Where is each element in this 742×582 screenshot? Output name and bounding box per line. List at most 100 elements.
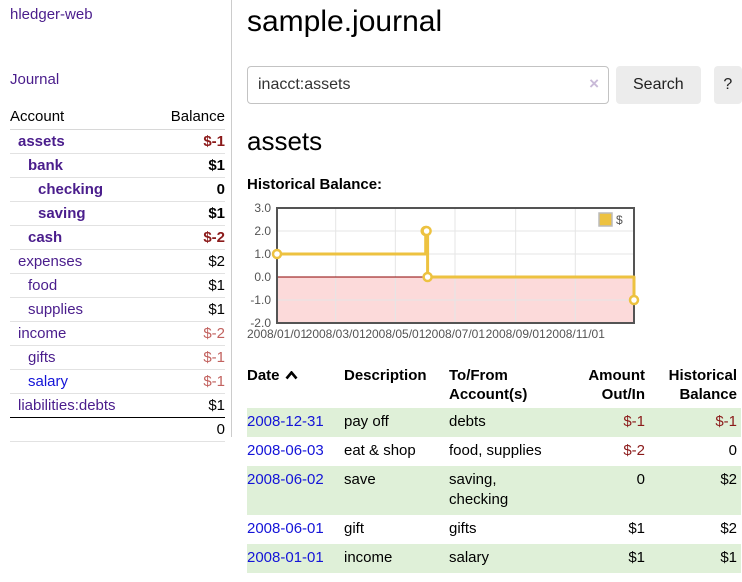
transaction-accounts: saving, checking bbox=[449, 471, 509, 508]
account-row: bank $1 bbox=[10, 153, 225, 178]
accounts-header-row: Account Balance bbox=[10, 105, 225, 130]
search-box: × bbox=[247, 66, 609, 104]
account-link[interactable]: income bbox=[18, 325, 67, 342]
account-link[interactable]: food bbox=[28, 277, 58, 294]
clear-search-icon[interactable]: × bbox=[589, 74, 599, 93]
transaction-accounts: food, supplies bbox=[449, 442, 542, 459]
account-link[interactable]: cash bbox=[28, 229, 63, 246]
account-balance: 0 bbox=[152, 177, 225, 202]
y-axis-tick-label: -1.0 bbox=[250, 293, 271, 307]
transaction-accounts: salary bbox=[449, 549, 490, 566]
transaction-description: gift bbox=[344, 520, 365, 537]
accounts-header-balance: Balance bbox=[152, 105, 225, 130]
account-balance: $1 bbox=[152, 201, 225, 226]
balance-chart: 3.0 2.0 1.0 0.0 -1.0 -2.02008/01/012008/03/01… bbox=[247, 201, 640, 341]
transaction-date-link[interactable]: 2008-06-01 bbox=[247, 520, 324, 537]
help-button[interactable]: ? bbox=[713, 66, 742, 104]
transaction-balance: $-1 bbox=[715, 413, 737, 430]
account-balance: $-2 bbox=[152, 225, 225, 250]
transaction-accounts: debts bbox=[449, 413, 486, 430]
account-row: saving $1 bbox=[10, 201, 225, 226]
transaction-amount: 0 bbox=[636, 471, 645, 488]
accounts-header-account: Account bbox=[10, 105, 153, 130]
account-row: income $-2 bbox=[10, 321, 225, 346]
data-point-marker bbox=[271, 248, 283, 260]
account-heading: assets bbox=[247, 126, 323, 156]
accounts-table: Account Balance assets $-1 bank $1 checking 0… bbox=[10, 105, 225, 442]
account-balance: $-1 bbox=[152, 129, 225, 154]
nav-journal-link[interactable]: Journal bbox=[10, 71, 60, 88]
transaction-balance: $2 bbox=[720, 471, 737, 488]
transaction-amount: $-2 bbox=[623, 442, 645, 459]
account-link[interactable]: saving bbox=[38, 205, 86, 222]
accounts-table-body: assets $-1 bank $1 checking 0 saving $1 cash $-2 e… bbox=[10, 129, 225, 418]
register-row: 2008-06-03 eat & shop food, supplies $-2 0 bbox=[247, 437, 741, 466]
account-link[interactable]: bank bbox=[28, 157, 64, 174]
account-link[interactable]: liabilities:debts bbox=[18, 397, 116, 414]
transaction-amount: $1 bbox=[628, 549, 645, 566]
register-header-row: Date Description To/From Account(s) Amou… bbox=[247, 364, 741, 408]
account-link[interactable]: supplies bbox=[28, 301, 84, 318]
account-link[interactable]: expenses bbox=[18, 253, 83, 270]
register-row: 2008-06-02 save saving, checking 0 $2 bbox=[247, 466, 741, 515]
accounts-total-row: 0 bbox=[10, 417, 225, 442]
search-form: × Search ? bbox=[247, 66, 742, 104]
x-axis-tick-label: 2008/05/01 bbox=[365, 327, 425, 341]
transaction-balance: 0 bbox=[728, 442, 737, 459]
account-balance: $-1 bbox=[152, 345, 225, 370]
transaction-balance: $1 bbox=[720, 549, 737, 566]
page-title: sample.journal bbox=[247, 5, 443, 38]
account-row: checking 0 bbox=[10, 177, 225, 202]
register-row: 2008-12-31 pay off debts $-1 $-1 bbox=[247, 408, 741, 437]
chart-title: Historical Balance: bbox=[247, 176, 383, 193]
accounts-total-value: 0 bbox=[152, 417, 225, 442]
x-axis-tick-label: 2008/03/01 bbox=[306, 327, 366, 341]
register-header-amount: Amount Out/In bbox=[588, 367, 645, 403]
account-row: assets $-1 bbox=[10, 129, 225, 154]
transaction-date-link[interactable]: 2008-12-31 bbox=[247, 413, 324, 430]
account-link[interactable]: salary bbox=[28, 373, 69, 390]
account-row: expenses $2 bbox=[10, 249, 225, 274]
transaction-date-link[interactable]: 2008-01-01 bbox=[247, 549, 324, 566]
transaction-balance: $2 bbox=[720, 520, 737, 537]
x-axis-tick-label: 2008/07/01 bbox=[425, 327, 485, 341]
account-row: liabilities:debts $1 bbox=[10, 394, 225, 418]
transaction-description: pay off bbox=[344, 413, 389, 430]
y-axis-tick-label: 0.0 bbox=[254, 270, 271, 284]
data-point-marker bbox=[422, 271, 433, 283]
register-header-accounts: To/From Account(s) bbox=[449, 367, 528, 403]
transaction-date-link[interactable]: 2008-06-02 bbox=[247, 471, 324, 488]
account-balance: $1 bbox=[152, 273, 225, 298]
register-header-balance: Historical Balance bbox=[668, 367, 737, 403]
register-table-body: 2008-12-31 pay off debts $-1 $-1 2008-06-03 ea… bbox=[247, 408, 741, 573]
register-row: 2008-01-01 income salary $1 $1 bbox=[247, 544, 741, 573]
data-point-marker bbox=[628, 294, 640, 306]
transaction-date-link[interactable]: 2008-06-03 bbox=[247, 442, 324, 459]
brand-link[interactable]: hledger-web bbox=[10, 6, 93, 23]
register-header-date-label: Date bbox=[247, 367, 280, 384]
account-link[interactable]: gifts bbox=[28, 349, 56, 366]
register-row: 2008-06-01 gift gifts $1 $2 bbox=[247, 515, 741, 544]
main-panel: sample.journal × Search ? assets Histori… bbox=[232, 0, 742, 573]
account-row: food $1 bbox=[10, 273, 225, 298]
y-axis-tick-label: 3.0 bbox=[254, 201, 271, 215]
register-header-description: Description bbox=[344, 367, 427, 384]
register-header-date[interactable]: Date bbox=[247, 364, 344, 408]
transaction-amount: $1 bbox=[628, 520, 645, 537]
account-link[interactable]: checking bbox=[38, 181, 104, 198]
account-row: gifts $-1 bbox=[10, 345, 225, 370]
account-balance: $-1 bbox=[152, 369, 225, 394]
account-balance: $1 bbox=[152, 297, 225, 322]
sidebar: hledger-web Journal Account Balance asse… bbox=[0, 0, 232, 442]
account-row: cash $-2 bbox=[10, 225, 225, 250]
account-link[interactable]: assets bbox=[18, 133, 65, 150]
search-button[interactable]: Search bbox=[616, 66, 701, 104]
transaction-description: save bbox=[344, 471, 376, 488]
search-input[interactable] bbox=[247, 66, 609, 104]
legend-swatch bbox=[598, 212, 613, 227]
transaction-accounts: gifts bbox=[449, 520, 477, 537]
account-balance: $2 bbox=[152, 249, 225, 274]
data-point-marker bbox=[421, 225, 432, 237]
y-axis-tick-label: 1.0 bbox=[254, 247, 271, 261]
